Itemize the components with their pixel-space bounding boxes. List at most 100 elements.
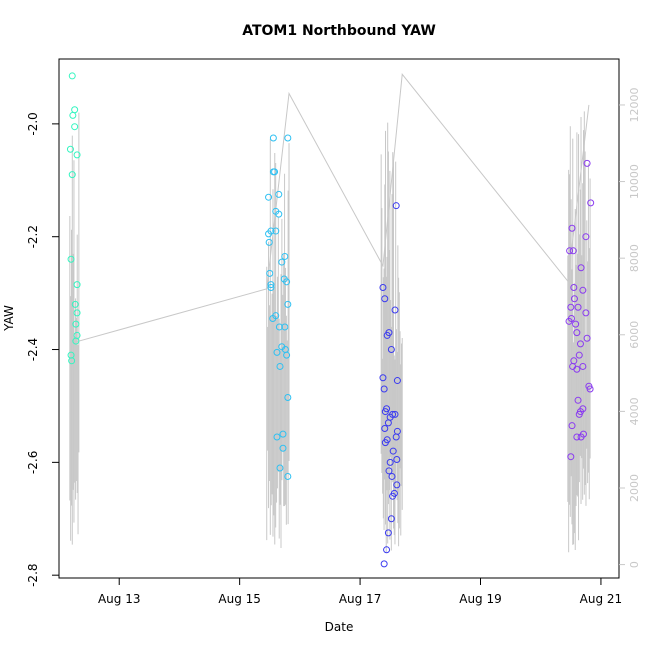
data-point — [567, 453, 575, 461]
y2-tick-label: 12000 — [628, 87, 641, 122]
data-point — [579, 362, 587, 370]
data-point — [381, 425, 389, 433]
data-point — [386, 458, 394, 466]
data-point — [381, 439, 389, 447]
data-point — [71, 300, 79, 308]
data-point — [576, 340, 584, 348]
data-point — [283, 278, 291, 286]
data-point — [73, 281, 81, 289]
data-point — [573, 433, 581, 441]
data-point — [68, 171, 76, 179]
data-point — [278, 258, 286, 266]
points-layer — [66, 72, 595, 568]
data-point — [269, 134, 277, 142]
data-point — [566, 247, 574, 255]
data-point — [73, 309, 81, 317]
data-point — [565, 317, 573, 325]
y2-tick-label: 8000 — [628, 244, 641, 272]
secondary-y-axis: 0 2000 4000 6000 8000 10000 12000 — [619, 87, 641, 568]
data-point — [587, 199, 595, 207]
data-point — [582, 309, 590, 317]
data-point — [267, 281, 275, 289]
y-tick-label: -2.8 — [26, 563, 40, 586]
data-point — [281, 252, 289, 260]
x-axis: Aug 13 Aug 15 Aug 17 Aug 19 Aug 21 — [98, 577, 623, 606]
data-point — [272, 227, 280, 235]
data-point — [568, 224, 576, 232]
data-point — [387, 515, 395, 523]
data-point — [275, 190, 283, 198]
data-point — [284, 134, 292, 142]
data-point — [568, 422, 576, 430]
data-point — [582, 233, 590, 241]
data-point — [392, 202, 400, 210]
y2-tick-label: 10000 — [628, 164, 641, 199]
data-point — [388, 472, 396, 480]
y-tick-label: -2.4 — [26, 338, 40, 361]
data-point — [266, 269, 274, 277]
data-point — [284, 300, 292, 308]
data-point — [273, 433, 281, 441]
data-point — [385, 467, 393, 475]
data-point — [265, 230, 273, 238]
y2-tick-label: 0 — [628, 561, 641, 568]
secondary-series-layer — [69, 73, 591, 553]
data-point — [577, 433, 585, 441]
data-point — [393, 377, 401, 385]
data-point — [267, 283, 275, 291]
x-axis-label: Date — [325, 620, 354, 634]
data-point — [279, 430, 287, 438]
data-point — [383, 331, 391, 339]
data-point — [567, 303, 575, 311]
data-point — [383, 546, 391, 554]
data-point — [384, 419, 392, 427]
data-point — [269, 168, 277, 176]
data-point — [279, 444, 287, 452]
y-axis: -2.8 -2.6 -2.4 -2.2 -2.0 — [26, 112, 59, 587]
data-point — [392, 433, 400, 441]
y-tick-label: -2.2 — [26, 225, 40, 248]
data-point — [575, 351, 583, 359]
data-point — [265, 238, 273, 246]
y2-tick-label: 6000 — [628, 321, 641, 349]
data-point — [71, 123, 79, 131]
data-point — [583, 159, 591, 167]
data-point — [577, 264, 585, 272]
x-tick-label: Aug 21 — [580, 592, 623, 606]
data-point — [579, 286, 587, 294]
data-point — [67, 255, 75, 263]
data-point — [381, 408, 389, 416]
chart-title: ATOM1 Northbound YAW — [242, 23, 436, 39]
data-point — [393, 481, 401, 489]
data-point — [572, 320, 580, 328]
data-point — [583, 334, 591, 342]
x-tick-label: Aug 19 — [459, 592, 502, 606]
data-point — [68, 72, 76, 80]
data-point — [391, 306, 399, 314]
data-point — [72, 320, 80, 328]
data-point — [389, 447, 397, 455]
data-point — [380, 560, 388, 568]
data-point — [66, 145, 74, 153]
y-tick-label: -2.6 — [26, 451, 40, 474]
data-point — [276, 464, 284, 472]
data-point — [72, 337, 80, 345]
data-point — [68, 357, 76, 365]
data-point — [574, 396, 582, 404]
data-point — [389, 492, 397, 500]
data-point — [379, 283, 387, 291]
secondary-line — [73, 73, 590, 343]
data-point — [69, 111, 77, 119]
data-point — [273, 348, 281, 356]
data-point — [586, 385, 594, 393]
data-point — [381, 295, 389, 303]
plot-frame — [58, 58, 620, 579]
data-point — [384, 529, 392, 537]
data-point — [275, 210, 283, 218]
data-point — [284, 393, 292, 401]
x-tick-label: Aug 13 — [98, 592, 141, 606]
data-point — [284, 472, 292, 480]
data-point — [569, 247, 577, 255]
data-point — [265, 193, 273, 201]
